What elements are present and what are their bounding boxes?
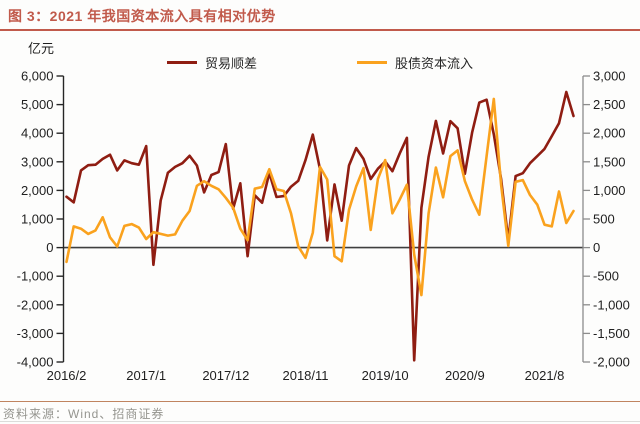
right-axis-tick-label: 3,000: [593, 69, 626, 84]
chart-title: 图 3：2021 年我国资本流入具有相对优势: [8, 8, 276, 24]
x-axis-tick-label: 2019/10: [362, 368, 409, 383]
left-axis-tick-label: 3,000: [21, 154, 54, 169]
right-axis-tick-label: -500: [593, 269, 619, 284]
right-axis-tick-label: -1,000: [593, 297, 630, 312]
right-axis-tick-label: 1,500: [593, 154, 626, 169]
left-axis-tick-label: 4,000: [21, 126, 54, 141]
left-axis-tick-label: 5,000: [21, 97, 54, 112]
bottom-edge-line: [0, 421, 640, 422]
x-axis-tick-label: 2018/11: [282, 368, 328, 383]
x-axis-tick-label: 2016/2: [47, 368, 87, 383]
left-axis-tick-label: 6,000: [21, 69, 54, 84]
y-axis-unit-label: 亿元: [28, 41, 55, 56]
left-axis-tick-label: -4,000: [17, 355, 54, 370]
data-source-note: 资料来源：Wind、招商证券: [3, 407, 165, 421]
left-axis-tick-label: -1,000: [17, 269, 54, 284]
legend: 贸易顺差 股债资本流入: [0, 53, 640, 71]
left-axis-tick-label: -2,000: [17, 297, 54, 312]
legend-label: 贸易顺差: [204, 55, 257, 71]
right-axis-tick-label: 2,500: [593, 97, 626, 112]
x-axis-tick-label: 2020/9: [445, 368, 485, 383]
capital-flow-line-swatch: [357, 60, 387, 64]
left-axis-tick-label: -3,000: [17, 326, 54, 341]
x-axis-tick-label: 2017/12: [202, 368, 249, 383]
trade-surplus-line-swatch: [166, 60, 197, 64]
series-line-capital-flow[interactable]: [65, 97, 575, 297]
legend-item-capital-flow[interactable]: 股债资本流入: [357, 53, 473, 72]
legend-label: 股债资本流入: [395, 55, 474, 71]
title-underline: [0, 29, 640, 31]
left-axis-tick-label: 1,000: [21, 212, 54, 227]
x-axis-tick-label: 2017/1: [126, 368, 166, 383]
right-axis-tick-label: -2,000: [593, 355, 630, 370]
right-axis-tick-label: 1,000: [593, 183, 626, 198]
legend-item-trade-surplus[interactable]: 贸易顺差: [166, 53, 257, 72]
left-axis-tick-label: 0: [46, 240, 53, 255]
right-axis-tick-label: 2,000: [593, 126, 626, 141]
x-axis-tick-label: 2021/8: [525, 368, 565, 383]
footer-divider: [0, 401, 640, 402]
right-axis-tick-label: 0: [593, 240, 600, 255]
left-axis-tick-label: 2,000: [21, 183, 54, 198]
right-axis-tick-label: -1,500: [593, 326, 630, 341]
right-axis-tick-label: 500: [593, 212, 615, 227]
